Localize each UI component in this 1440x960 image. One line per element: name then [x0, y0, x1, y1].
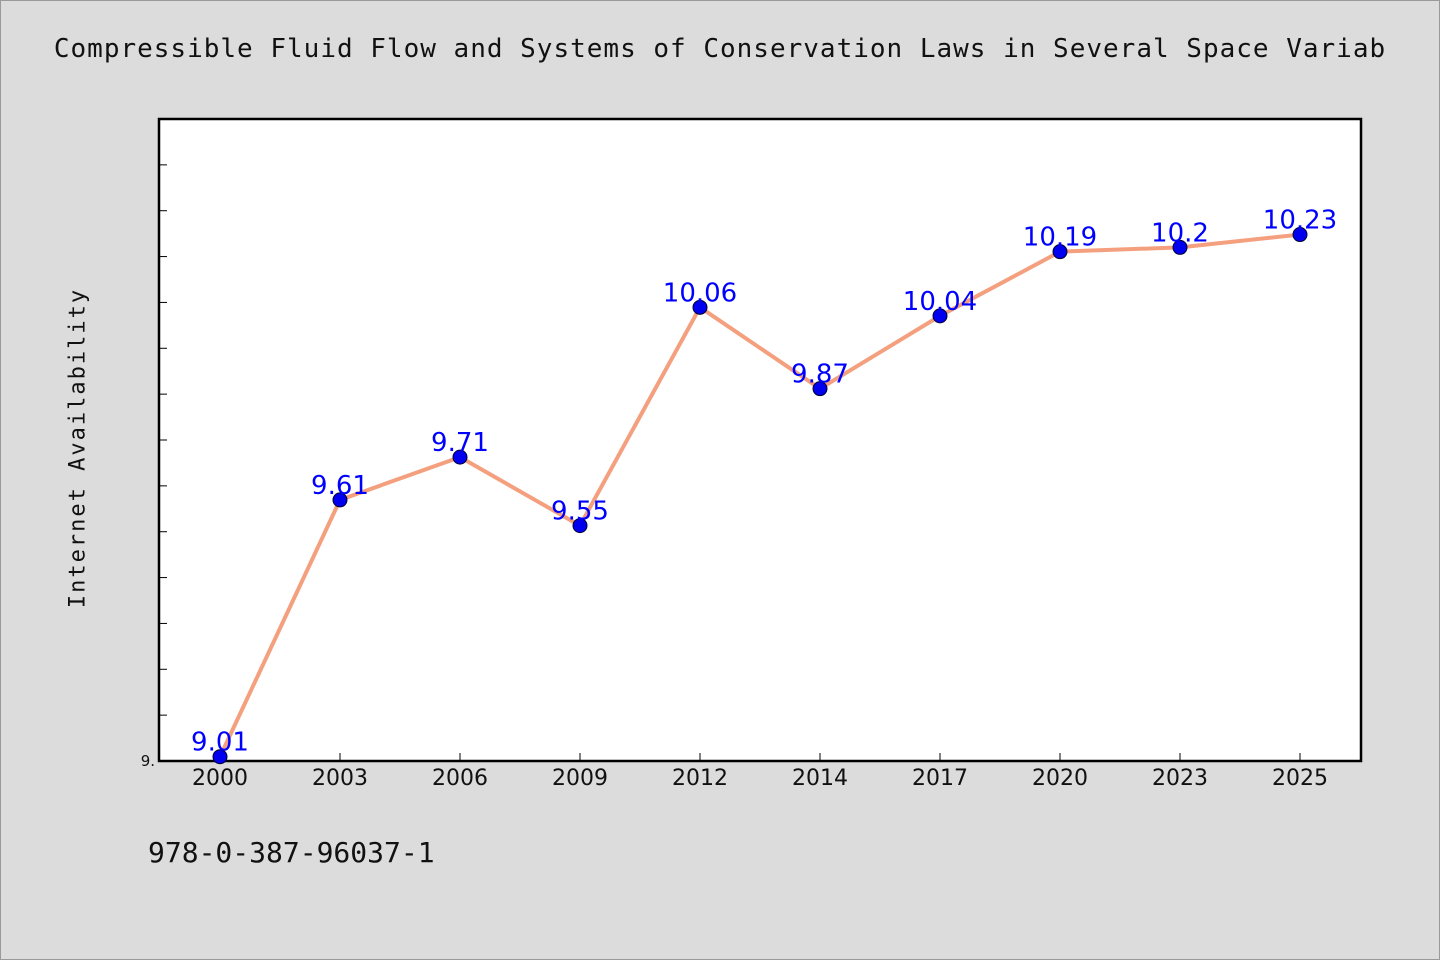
data-point	[1172, 239, 1188, 255]
x-tick-label: 2009	[552, 766, 608, 791]
data-label: 9.71	[431, 428, 489, 458]
x-tick-label: 2020	[1032, 766, 1088, 791]
x-tick-label: 2003	[312, 766, 368, 791]
data-label: 9.55	[551, 497, 609, 527]
data-point	[692, 299, 708, 315]
plot-layer: 9. 2000 2003 2006 2009 2012 2014 2017 2020 2023 20…	[141, 117, 1363, 791]
footer-code: 978-0-387-96037-1	[148, 836, 435, 869]
data-label: 10.23	[1263, 206, 1337, 236]
data-point	[452, 449, 468, 465]
data-label: 9.87	[791, 360, 849, 390]
x-tick-label: 2000	[192, 766, 248, 791]
x-tick-label: 2006	[432, 766, 488, 791]
data-label: 10.06	[663, 278, 737, 308]
data-point	[212, 749, 228, 765]
chart-title: Compressible Fluid Flow and Systems of C…	[53, 34, 1387, 64]
data-label: 10.2	[1151, 218, 1209, 248]
x-tick-label: 2017	[912, 766, 968, 791]
x-tick-label: 2023	[1152, 766, 1208, 791]
data-point	[1292, 227, 1308, 243]
data-label: 10.19	[1023, 223, 1097, 253]
data-point	[1052, 244, 1068, 260]
x-tick-label: 2012	[672, 766, 728, 791]
data-point	[812, 381, 828, 397]
series-line	[218, 232, 1302, 759]
x-tick-label: 2025	[1272, 766, 1328, 791]
x-tick-label: 2014	[792, 766, 848, 791]
data-point	[572, 518, 588, 534]
data-label: 9.61	[311, 471, 369, 501]
plot-frame	[157, 117, 1363, 763]
data-label: 10.04	[903, 287, 977, 317]
data-point	[332, 492, 348, 508]
data-label: 9.01	[191, 728, 249, 758]
data-point	[932, 308, 948, 324]
y-tick-label: 9.	[141, 752, 155, 770]
